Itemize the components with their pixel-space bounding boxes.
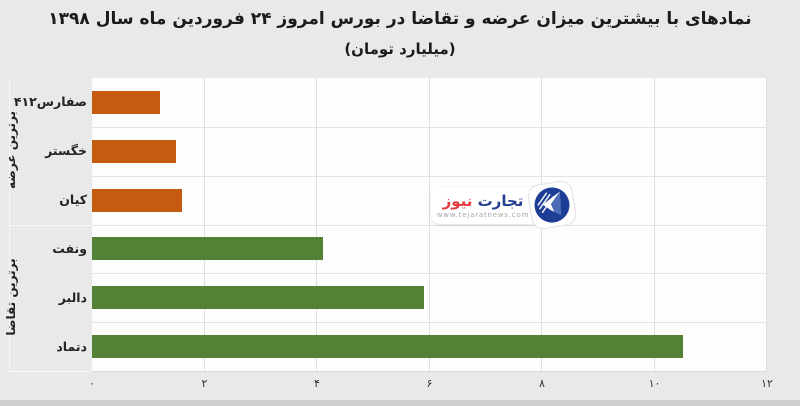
axis-separator	[9, 225, 92, 226]
bar	[92, 286, 424, 309]
category-label: کیان	[59, 192, 87, 207]
gridline-vertical	[766, 78, 767, 371]
watermark: تجارت نیوز www.tejaratnews.com	[431, 180, 577, 230]
gridline-vertical	[316, 78, 317, 371]
group-label: برترین تقاضا	[4, 258, 18, 336]
gridline-vertical	[203, 78, 205, 371]
gridline-horizontal	[92, 322, 767, 323]
category-axis: صفارس۴۱۲ خگستر کیان ونفت دالبر دتماد برترین عر…	[0, 78, 92, 372]
bottom-edge-shadow	[0, 400, 800, 406]
bar	[92, 189, 182, 212]
value-axis: ۰ ۲ ۴ ۶ ۸ ۱۰ ۱۲	[0, 377, 800, 395]
gridline-horizontal	[92, 127, 767, 128]
brand-word-news: نیوز	[442, 191, 473, 210]
category-label: صفارس۴۱۲	[13, 94, 87, 109]
chart-subtitle: (میلیارد تومان)	[344, 40, 456, 58]
bar	[92, 335, 683, 358]
x-tick: ۰	[89, 377, 95, 390]
chart-title: نمادهای با بیشترین میزان عرضه و تقاضا در…	[48, 9, 752, 29]
group-label: برترین عرضه	[4, 111, 18, 189]
axis-separator	[9, 371, 92, 372]
tejaratnews-logo-icon	[527, 180, 577, 230]
site-url: www.tejaratnews.com	[436, 210, 530, 219]
category-label: ونفت	[52, 241, 87, 256]
bar	[92, 91, 160, 114]
brand-word-tejarat: تجارت	[477, 191, 524, 210]
x-tick: ۱۰	[648, 377, 661, 390]
gridline-horizontal	[92, 225, 767, 226]
gridline-horizontal	[92, 273, 767, 274]
gridline-vertical	[428, 78, 430, 371]
x-tick: ۱۲	[761, 377, 773, 390]
gridline-horizontal	[92, 176, 767, 177]
plot-area	[92, 78, 767, 372]
bar	[92, 237, 323, 260]
category-label: دتماد	[56, 339, 87, 354]
brand-name: تجارت نیوز	[443, 193, 524, 209]
gridline-vertical	[653, 78, 655, 371]
category-label: دالبر	[58, 290, 87, 305]
category-label: خگستر	[45, 143, 87, 158]
bar	[92, 140, 176, 163]
axis-separator	[9, 78, 10, 371]
x-tick: ۲	[201, 377, 208, 390]
x-tick: ۴	[314, 377, 320, 390]
x-tick: ۶	[426, 377, 433, 390]
x-tick: ۸	[539, 377, 545, 390]
